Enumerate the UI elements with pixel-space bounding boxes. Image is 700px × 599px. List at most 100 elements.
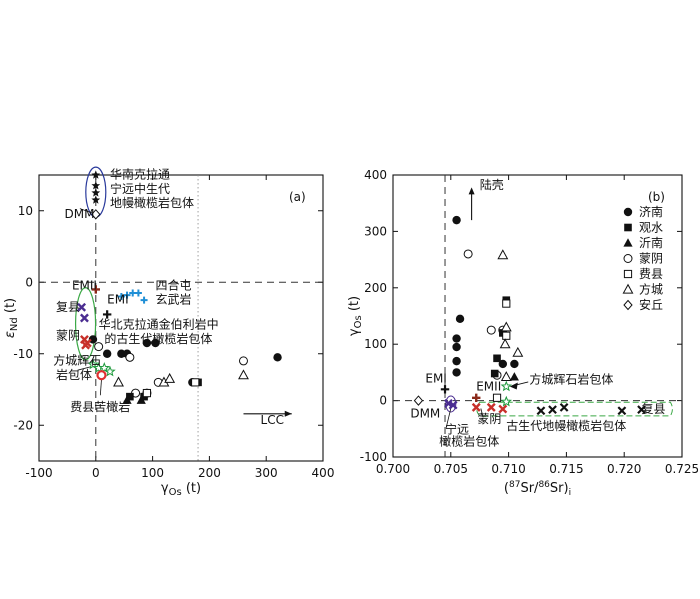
- annotation-label: 岩包体: [56, 367, 92, 382]
- leader-line: [79, 208, 95, 214]
- plot-frame: [392, 174, 683, 458]
- crust-arrowhead: [468, 187, 475, 195]
- annotation-label: 华南克拉通: [110, 167, 170, 182]
- annotation-label: 橄榄岩包体: [439, 434, 499, 449]
- red-x-point: [82, 338, 92, 348]
- y-tick-label: 300: [364, 224, 387, 238]
- legend-marker: [623, 299, 633, 311]
- y-axis-label: εNd (t): [3, 298, 20, 338]
- open-square-point: [492, 393, 502, 402]
- filled-circle-point: [151, 338, 160, 348]
- blue-cross-point: [134, 289, 142, 297]
- blue-cross-point: [117, 293, 125, 301]
- panel-b: 0.700 0.705 0.710 0.715 0.720 0.725 -100 0 100 20…: [347, 168, 699, 498]
- blue-cross-point: [123, 291, 131, 299]
- annotation-label: EMI: [425, 372, 446, 386]
- x-tick-label: 0: [92, 466, 100, 480]
- legend-label: 费县: [639, 267, 663, 281]
- x-tick-label: 0.725: [665, 462, 699, 476]
- green-star-point: [98, 362, 110, 373]
- black-star-point: [91, 195, 101, 204]
- annotation-label: 方城辉石: [53, 352, 101, 367]
- open-triangle-point: [164, 372, 176, 383]
- filled-circle-point: [88, 335, 98, 344]
- legend-label: 安丘: [639, 297, 663, 312]
- annotation-label: 蒙阴: [477, 412, 501, 426]
- black-x-point: [637, 405, 646, 415]
- annotation-label: 地幔橄榄岩包体: [110, 195, 194, 210]
- annotation-label: 宁远: [445, 421, 469, 436]
- annotation-label: 蒙阴: [56, 328, 80, 342]
- filled-circle-point: [142, 338, 152, 348]
- x-tick-label: 200: [198, 466, 221, 480]
- open-square-point: [142, 388, 152, 398]
- y-tick-label: -10: [13, 347, 33, 361]
- black-cross-point: [440, 385, 450, 394]
- filled-circle-point: [510, 359, 519, 369]
- red-x-point: [471, 402, 481, 412]
- legend-marker: [623, 238, 633, 247]
- annotation-label: 古生代地幔橄榄岩包体: [506, 418, 626, 433]
- open-triangle-point: [512, 346, 524, 357]
- green-star-point: [500, 380, 513, 392]
- open-circle-point: [463, 249, 473, 259]
- y-tick-label: 400: [364, 168, 387, 182]
- legend-label: 方城: [639, 282, 663, 297]
- open-triangle-point: [113, 376, 124, 387]
- legend-marker: [622, 283, 634, 294]
- y-tick-label: -20: [13, 418, 33, 432]
- black-x-point: [617, 406, 627, 416]
- black-x-point: [536, 406, 546, 416]
- annotation-label: EMI: [107, 293, 128, 307]
- purple-x-point: [77, 302, 87, 312]
- open-circle-point: [125, 352, 135, 362]
- leader-line: [99, 379, 102, 396]
- x-tick-label: -100: [25, 466, 52, 480]
- x-axis-label: γOs (t): [161, 481, 201, 498]
- leader-line: [77, 366, 92, 371]
- red-x-point: [486, 402, 496, 412]
- panel-a: -100 0 100 200 300 400-20-10010华南克拉通宁远中生代地幔橄榄…: [3, 166, 334, 498]
- brown-cross-point: [91, 285, 100, 294]
- x-tick-label: 300: [255, 466, 278, 480]
- annotation-label: 四合屯: [155, 277, 191, 292]
- blue-cross-point: [140, 296, 148, 304]
- y-tick-label: 100: [364, 337, 387, 351]
- lcc-arrowhead: [284, 410, 292, 417]
- annotation-label: 陆壳: [480, 177, 504, 192]
- annotation-label: 复县: [642, 402, 666, 416]
- annotation-label: EMII: [72, 278, 97, 292]
- legend-label: 沂南: [639, 235, 663, 250]
- open-circle-point: [486, 325, 496, 335]
- black-star-point: [91, 188, 101, 197]
- open-circle-point: [238, 356, 248, 366]
- annotation-label: DMM: [410, 407, 440, 421]
- black-cross-point: [102, 310, 112, 319]
- red-x-point: [498, 404, 508, 414]
- legend-label: 观水: [639, 221, 663, 235]
- filled-square-point: [493, 354, 501, 363]
- annotation-label: 玄武岩: [155, 292, 191, 307]
- x-tick-label: 0.710: [491, 462, 525, 476]
- open-triangle-point: [238, 369, 249, 380]
- black-star-point: [91, 170, 101, 179]
- leader-line: [480, 408, 484, 418]
- black-star-point: [91, 181, 101, 190]
- open-triangle-point: [500, 371, 512, 382]
- x-tick-label: 100: [141, 466, 164, 480]
- legend-label: 济南: [639, 204, 663, 219]
- y-tick-label: 200: [364, 281, 387, 295]
- open-triangle-point: [499, 338, 511, 349]
- filled-circle-point: [273, 353, 282, 362]
- filled-circle-point: [102, 349, 112, 358]
- filled-square-point: [490, 369, 499, 378]
- diamond-point: [91, 209, 101, 220]
- filled-circle-point: [452, 356, 461, 366]
- plot-frame: [38, 174, 324, 462]
- red-ring-point: [96, 370, 107, 381]
- x-axis-label: (87Sr/86Sr)i: [504, 480, 571, 498]
- panel-label: (a): [289, 190, 306, 204]
- y-axis-label: γOs (t): [347, 296, 364, 336]
- filled-triangle-point: [509, 372, 519, 381]
